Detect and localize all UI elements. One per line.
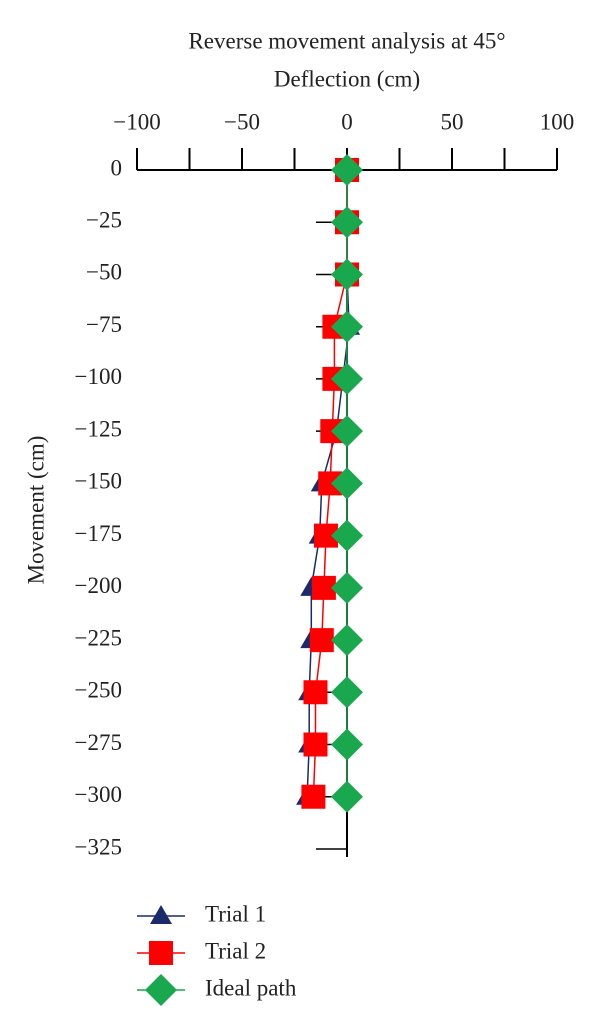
data-point [331, 415, 363, 448]
y-axis-label: Movement (cm) [23, 436, 48, 585]
x-tick-label: 50 [441, 109, 464, 134]
y-tick-label: −225 [75, 625, 122, 650]
data-point [331, 206, 363, 239]
data-point [331, 154, 363, 186]
y-tick-label: −175 [75, 521, 122, 546]
x-tick-label: −100 [113, 109, 160, 134]
y-tick-label: −125 [75, 416, 122, 441]
y-tick-label: 0 [111, 155, 123, 180]
y-tick-label: −200 [75, 573, 122, 598]
data-point [331, 780, 363, 813]
y-tick-label: −150 [75, 469, 122, 494]
y-tick-label: −25 [86, 208, 122, 233]
legend-label: Trial 1 [205, 901, 266, 926]
data-point [303, 732, 328, 757]
legend-marker [149, 941, 173, 965]
x-tick-label: 0 [341, 109, 353, 134]
chart-title: Reverse movement analysis at 45° [188, 28, 505, 53]
x-tick-label: 100 [540, 109, 575, 134]
x-tick-label: −50 [224, 109, 260, 134]
data-point [331, 467, 363, 500]
y-tick-label: −100 [75, 364, 122, 389]
y-tick-label: −275 [75, 730, 122, 755]
y-tick-label: −50 [86, 260, 122, 285]
data-point [331, 624, 363, 657]
data-point [314, 523, 338, 548]
data-point [331, 258, 363, 291]
y-tick-label: −75 [86, 312, 122, 337]
data-point [311, 575, 336, 600]
data-point [331, 728, 363, 761]
x-axis-label: Deflection (cm) [274, 66, 420, 91]
legend-label: Trial 2 [205, 938, 266, 963]
data-point [331, 310, 363, 343]
data-point [331, 676, 363, 709]
data-point [331, 571, 363, 604]
data-point [301, 784, 326, 809]
data-point [318, 471, 343, 496]
y-tick-label: −300 [75, 782, 122, 807]
data-point [331, 362, 363, 395]
legend-marker [145, 974, 177, 1006]
legend-label: Ideal path [205, 975, 297, 1000]
data-point [303, 680, 328, 705]
data-point [331, 519, 363, 552]
y-tick-label: −250 [75, 678, 122, 703]
y-tick-label: −325 [75, 834, 122, 859]
legend-marker [150, 905, 172, 924]
data-point [309, 628, 334, 653]
